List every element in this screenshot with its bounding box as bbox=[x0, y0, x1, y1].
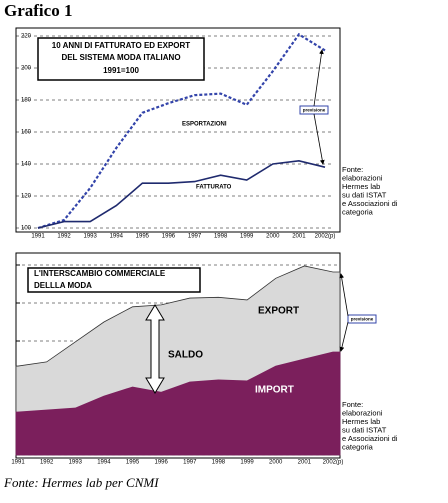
annotation: previsione bbox=[351, 317, 374, 322]
x-tick-label: 1991 bbox=[11, 460, 25, 466]
x-tick-label: 1991 bbox=[31, 234, 45, 240]
annotation: SALDO bbox=[168, 350, 203, 361]
x-tick-label: 2001 bbox=[298, 460, 312, 466]
y-tick-label: 100 bbox=[21, 226, 32, 232]
series-label: IMPORT bbox=[255, 385, 294, 396]
series-label: FATTURATO bbox=[196, 185, 232, 191]
y-tick-label: 220 bbox=[21, 34, 32, 40]
x-tick-label: 1998 bbox=[212, 460, 226, 466]
x-tick-label: 1994 bbox=[110, 234, 124, 240]
source-note: e Associazioni di bbox=[342, 199, 398, 208]
annotation: DEL SISTEMA MODA ITALIANO bbox=[61, 53, 180, 62]
source-note: Hermes lab bbox=[342, 182, 380, 191]
source-note: categoria bbox=[342, 442, 374, 451]
x-tick-label: 1999 bbox=[240, 460, 254, 466]
x-tick-label: 1992 bbox=[57, 234, 71, 240]
x-tick-label: 1992 bbox=[40, 460, 54, 466]
x-tick-label: 2001 bbox=[292, 234, 306, 240]
x-tick-label: 2002(p) bbox=[323, 460, 344, 466]
x-tick-label: 1993 bbox=[84, 234, 98, 240]
x-tick-label: 2000 bbox=[269, 460, 283, 466]
series-label: ESPORTAZIONI bbox=[182, 122, 227, 128]
annotation-box bbox=[27, 267, 201, 293]
x-tick-label: 1999 bbox=[240, 234, 254, 240]
x-tick-label: 2000 bbox=[266, 234, 280, 240]
x-tick-label: 1997 bbox=[188, 234, 202, 240]
x-tick-label: 1995 bbox=[126, 460, 140, 466]
source-note: e Associazioni di bbox=[342, 434, 398, 443]
y-tick-label: 120 bbox=[21, 194, 32, 200]
arrow bbox=[313, 49, 324, 107]
x-tick-label: 1998 bbox=[214, 234, 228, 240]
source-note: elaborazioni bbox=[342, 173, 383, 182]
source-note: su dati ISTAT bbox=[342, 190, 387, 199]
arrow bbox=[313, 113, 325, 165]
y-tick-label: 200 bbox=[21, 66, 32, 72]
source-note: elaborazioni bbox=[342, 408, 383, 417]
y-tick-label: 180 bbox=[21, 98, 32, 104]
source-note: Fonte: bbox=[342, 165, 363, 174]
x-tick-label: 2002(p) bbox=[315, 234, 336, 240]
saldo-arrow bbox=[145, 304, 165, 394]
annotation: DELLLA MODA bbox=[34, 281, 92, 290]
series-line bbox=[37, 159, 326, 229]
annotation: previsione bbox=[303, 108, 326, 113]
annotation: 10 ANNI DI FATTURATO ED EXPORT bbox=[52, 41, 190, 50]
x-tick-label: 1994 bbox=[97, 460, 111, 466]
x-tick-label: 1996 bbox=[162, 234, 176, 240]
annotation-box bbox=[37, 37, 205, 81]
label-bg bbox=[163, 347, 205, 361]
arrow bbox=[339, 321, 349, 352]
source-note: su dati ISTAT bbox=[342, 425, 387, 434]
page-title: Grafico 1 bbox=[4, 1, 72, 20]
annotation: L'INTERSCAMBIO COMMERCIALE bbox=[34, 269, 166, 278]
source-note: Fonte: bbox=[342, 400, 363, 409]
arrow bbox=[339, 273, 349, 317]
x-tick-label: 1997 bbox=[183, 460, 197, 466]
x-tick-label: 1993 bbox=[69, 460, 83, 466]
x-tick-label: 1995 bbox=[136, 234, 150, 240]
annotation-box bbox=[347, 314, 377, 324]
x-tick-label: 1996 bbox=[155, 460, 169, 466]
source-note: Hermes lab bbox=[342, 417, 380, 426]
annotation: 1991=100 bbox=[103, 66, 139, 75]
series-line bbox=[37, 32, 326, 230]
y-tick-label: 160 bbox=[21, 130, 32, 136]
footer: Fonte: Hermes lab per CNMI bbox=[3, 475, 159, 490]
source-note: categoria bbox=[342, 207, 374, 216]
series-label: EXPORT bbox=[258, 306, 299, 317]
y-tick-label: 140 bbox=[21, 162, 32, 168]
series-area bbox=[15, 351, 341, 456]
